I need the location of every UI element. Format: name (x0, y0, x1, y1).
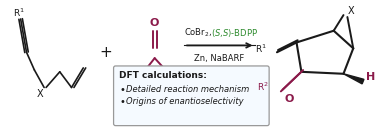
Text: R$^1$: R$^1$ (13, 7, 25, 19)
Text: Zn, NaBARF: Zn, NaBARF (194, 54, 244, 63)
Text: O: O (284, 94, 293, 104)
Text: DFT calculations:: DFT calculations: (119, 71, 207, 80)
Text: Origins of enantioselectivity: Origins of enantioselectivity (126, 97, 244, 106)
Text: +: + (99, 45, 112, 60)
Text: •: • (119, 85, 125, 95)
Text: R$^1$: R$^1$ (255, 42, 267, 55)
Text: O: O (150, 18, 160, 28)
Text: CoBr$_2$,: CoBr$_2$, (184, 26, 213, 39)
Text: H: H (167, 67, 175, 77)
Text: Detailed reaction mechanism: Detailed reaction mechanism (126, 85, 249, 94)
Text: R$^2$: R$^2$ (132, 68, 144, 80)
Text: R$^2$: R$^2$ (257, 80, 269, 93)
FancyBboxPatch shape (113, 66, 269, 126)
Text: X: X (37, 89, 43, 99)
Text: X: X (347, 6, 354, 16)
Text: H: H (366, 72, 375, 82)
Polygon shape (344, 74, 364, 84)
Text: ($\it{S}$,$\it{S}$)-BDPP: ($\it{S}$,$\it{S}$)-BDPP (211, 27, 259, 39)
Text: •: • (119, 97, 125, 107)
